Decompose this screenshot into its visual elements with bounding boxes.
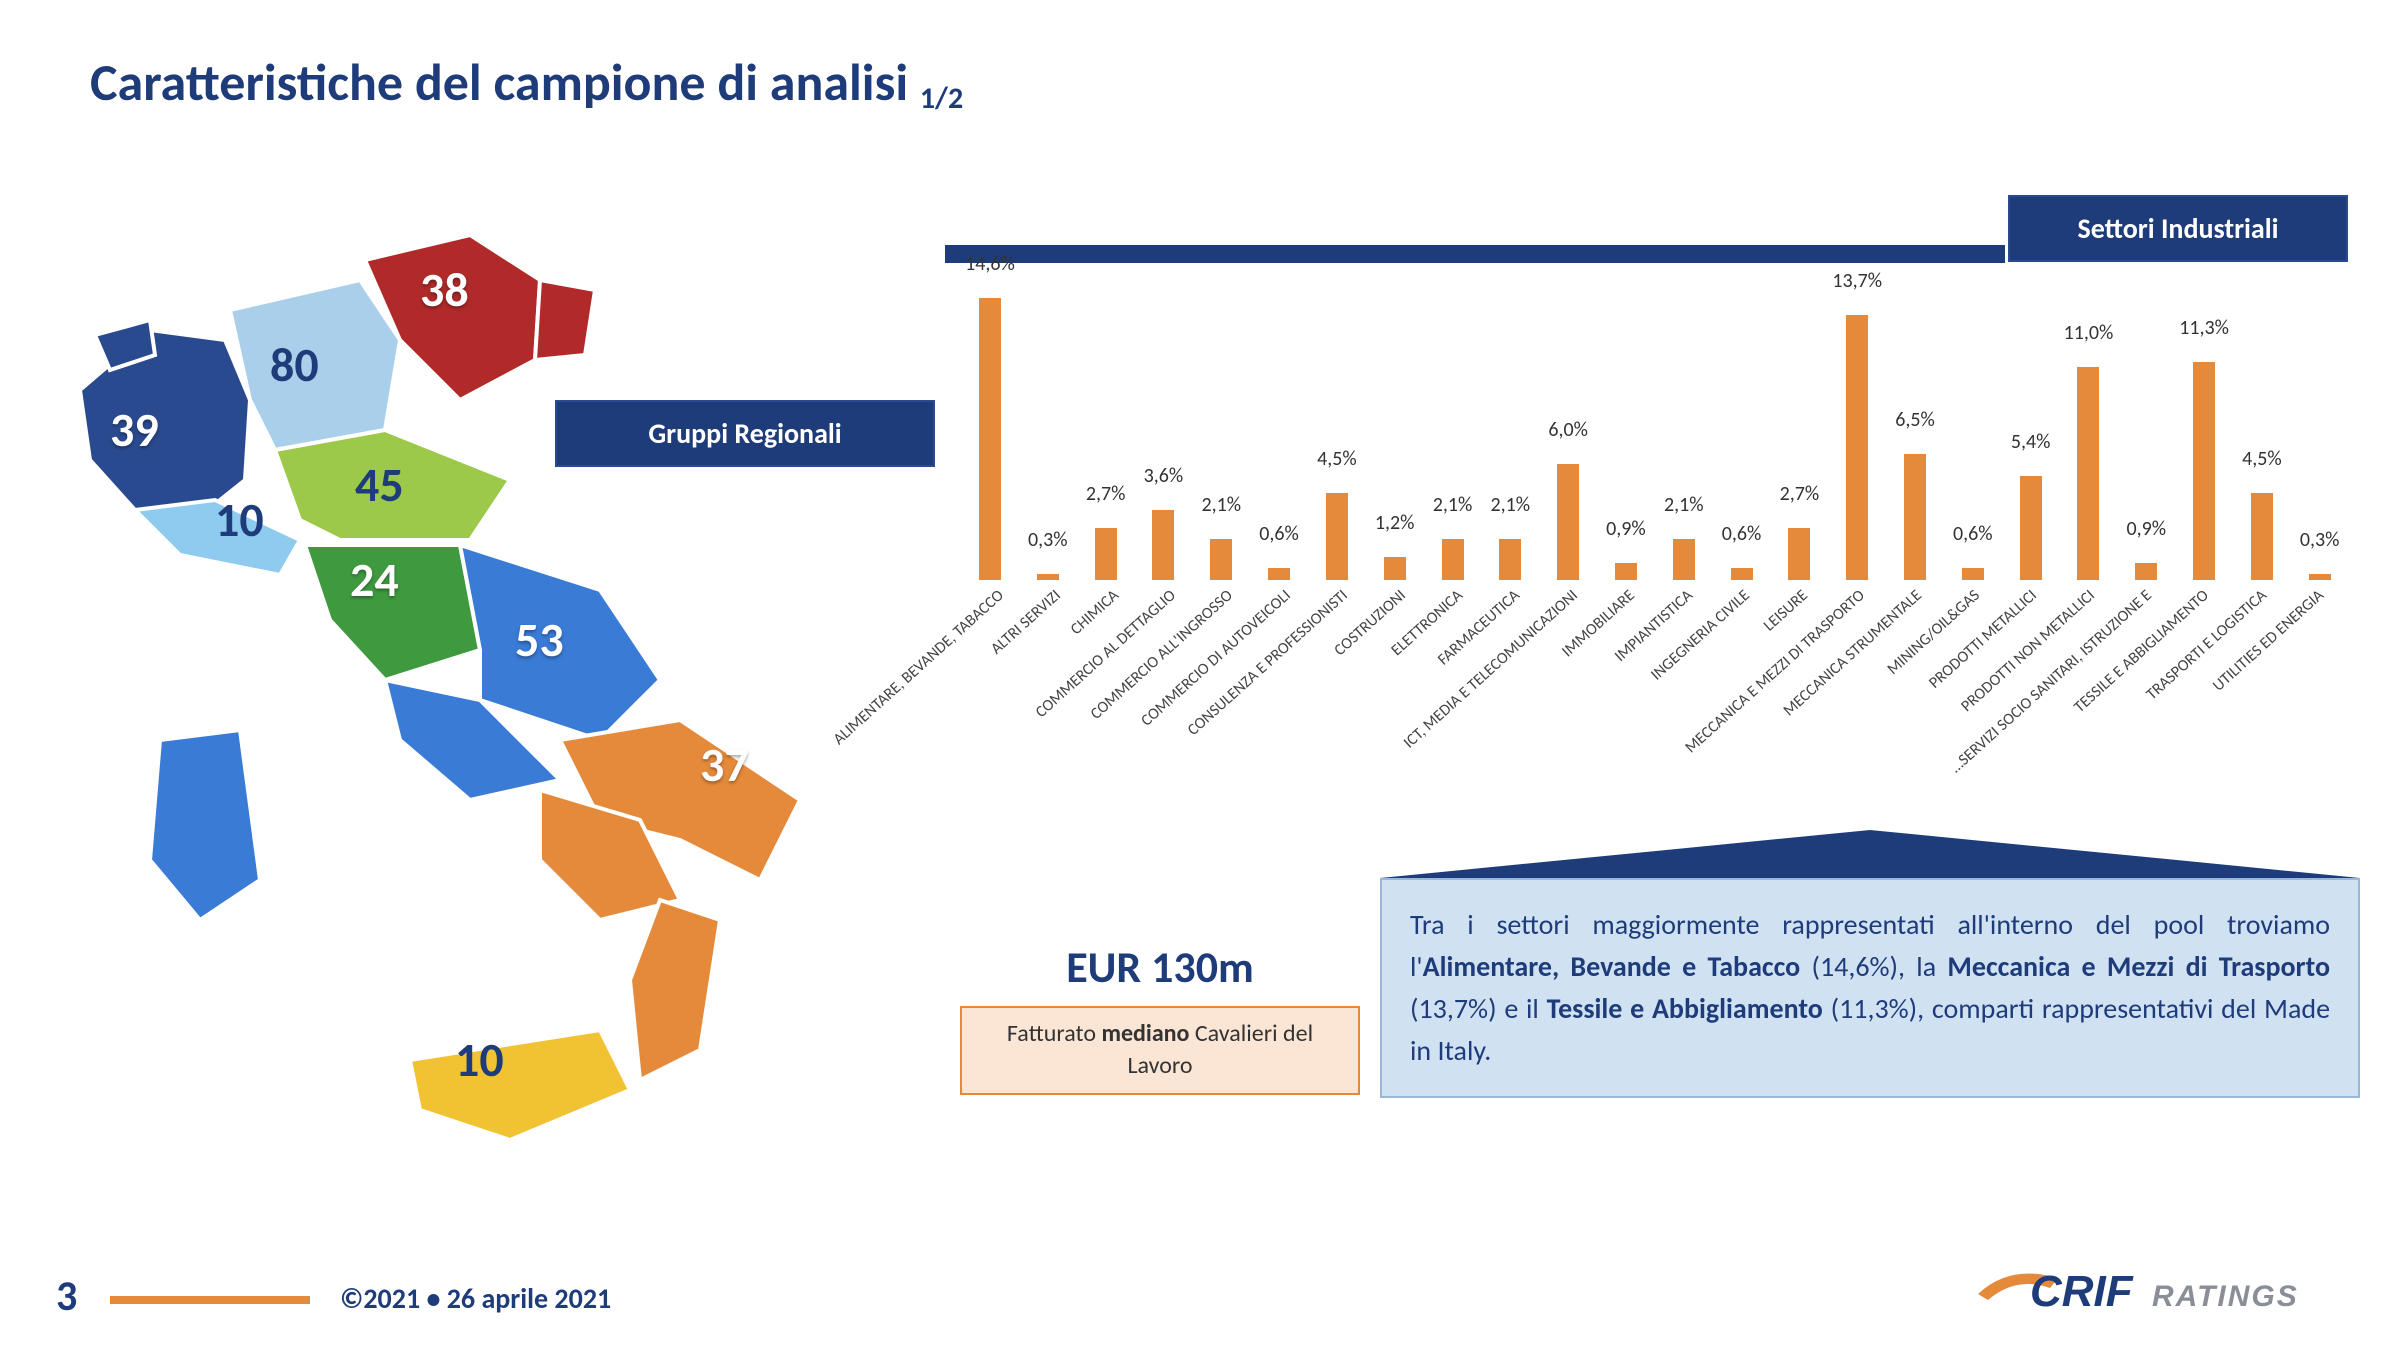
chart-axis-label: ALIMENTARE, BEVANDE, TABACCO [802,586,1008,774]
slide: Caratteristiche del campione di analisi … [0,0,2390,1356]
chart-bar [2135,563,2157,580]
chart-bar [1731,568,1753,580]
chart-bar [1268,568,1290,580]
chart-bar-column: 11,3% [2180,270,2228,580]
kpi-caption: Fatturato mediano Cavalieri del Lavoro [960,1006,1360,1095]
chart-bar [1326,493,1348,580]
italy-map: 38 80 39 45 10 24 53 37 10 [40,180,820,1160]
region-calabria [630,900,720,1080]
chart-bar [2077,367,2099,580]
chart-plot-area: 14,6%0,3%2,7%3,6%2,1%0,6%4,5%1,2%2,1%2,1… [960,270,2350,580]
chart-bar [1442,539,1464,580]
callout-text-box: Tra i settori maggiormente rappresentati… [1380,878,2360,1098]
kpi-value: EUR 130m [960,940,1360,994]
italy-map-svg [40,180,820,1160]
chart-bar-column: 5,4% [2007,270,2055,580]
badge-gruppi-regionali: Gruppi Regionali [555,400,935,467]
footer: 3 ©2021 • 26 aprile 2021 CRIF RATINGS [0,1260,2390,1330]
chart-bar-column: 3,6% [1139,270,1187,580]
chart-bar [1962,568,1984,580]
chart-bar [1904,454,1926,580]
chart-bar [1384,557,1406,580]
chart-bar-column: 2,1% [1429,270,1477,580]
kpi-caption-prefix: Fatturato [1007,1019,1102,1048]
chart-bar [2020,476,2042,580]
sector-bar-chart: 14,6%0,3%2,7%3,6%2,1%0,6%4,5%1,2%2,1%2,1… [960,270,2350,770]
chart-bar-column: 1,2% [1371,270,1419,580]
title-main: Caratteristiche del campione di analisi [90,50,920,114]
map-region-value: 53 [515,610,564,669]
callout-t3: (13,7%) e il [1410,991,1547,1026]
footer-copyright: ©2021 • 26 aprile 2021 [340,1281,611,1316]
chart-bar-column: 2,7% [1082,270,1130,580]
kpi-block: EUR 130m Fatturato mediano Cavalieri del… [960,940,1360,1095]
chart-bar-column: 0,9% [1602,270,1650,580]
chart-bar-column: 0,6% [1718,270,1766,580]
chart-bar [1788,528,1810,580]
region-fvg [535,280,595,360]
kpi-caption-bold: mediano [1101,1019,1189,1048]
chart-bar-column: 0,6% [1255,270,1303,580]
region-sicilia [410,1030,630,1140]
page-title: Caratteristiche del campione di analisi … [90,50,963,114]
page-number: 3 [56,1271,77,1322]
map-region-value: 45 [355,455,404,514]
map-region-value: 10 [455,1030,504,1089]
chart-bar-column: 0,3% [2296,270,2344,580]
map-region-value: 24 [350,550,399,609]
map-region-value: 38 [420,260,469,319]
map-region-value: 37 [700,735,749,794]
logo-text-sub: RATINGS [2152,1280,2299,1313]
chart-bar [1152,510,1174,580]
logo-text-main: CRIF [2030,1267,2134,1316]
map-region-value: 39 [110,400,159,459]
chart-bar [1615,563,1637,580]
chart-bar [1846,315,1868,580]
chart-axis-labels: ALIMENTARE, BEVANDE, TABACCOALTRI SERVIZ… [960,580,2350,770]
callout-b2: Meccanica e Mezzi di Trasporto [1947,949,2330,984]
callout-b3: Tessile e Abbigliamento [1547,991,1823,1026]
map-region-value: 10 [215,490,264,549]
chart-bar-column: 2,7% [1775,270,1823,580]
chart-bar-column: 0,6% [1949,270,1997,580]
callout-t2: (14,6%), la [1800,949,1947,984]
crif-ratings-logo: CRIF RATINGS [1970,1256,2330,1320]
chart-header-bar [945,245,2005,263]
callout-arrow [1380,830,2360,878]
title-sub: 1/2 [920,80,963,117]
chart-bar [1499,539,1521,580]
footer-orange-rule [110,1296,310,1304]
callout-b1: Alimentare, Bevande e Tabacco [1423,949,1801,984]
map-region-value: 80 [270,335,319,394]
map-regions-group [80,235,800,1140]
region-sardegna [150,730,260,920]
badge-settori-industriali: Settori Industriali [2008,195,2348,262]
chart-bar-value-label: 0,3% [2260,528,2380,552]
chart-bar-column: 0,3% [1024,270,1072,580]
chart-bar [1095,528,1117,580]
